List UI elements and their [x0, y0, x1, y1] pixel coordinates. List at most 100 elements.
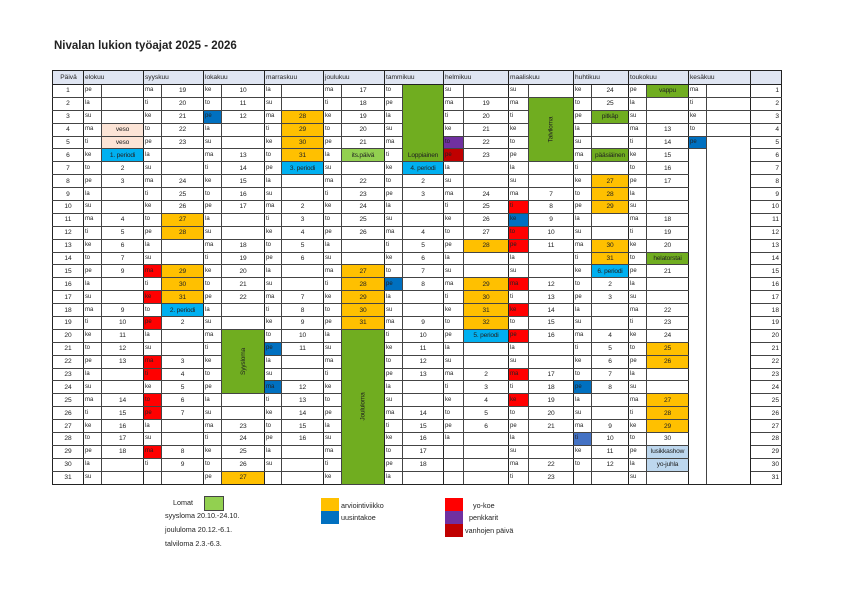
- day-number: 11: [52, 212, 84, 227]
- weekday-cell: la: [508, 341, 529, 356]
- weekday-cell: la: [443, 341, 464, 356]
- date-cell: 24: [221, 432, 265, 446]
- weekday-cell: su: [83, 380, 102, 395]
- date-cell: 5. periodi: [463, 328, 509, 343]
- date-cell: 4. periodi: [402, 161, 444, 176]
- date-cell: 31: [281, 148, 324, 163]
- weekday-cell: ke: [573, 444, 592, 459]
- weekday-cell: ma: [323, 264, 342, 279]
- date-cell: 5: [591, 341, 629, 356]
- date-cell: [101, 470, 144, 485]
- date-cell: 9: [281, 316, 324, 330]
- day-number: 7: [52, 161, 84, 176]
- weekday-cell: ke: [384, 341, 403, 356]
- date-cell: [281, 264, 324, 279]
- weekday-cell: la: [143, 238, 162, 253]
- date-cell: [101, 290, 144, 305]
- date-cell: 6: [161, 393, 204, 408]
- date-cell: [463, 84, 509, 98]
- weekday-cell: pe: [264, 432, 282, 446]
- weekday-cell: la: [83, 367, 102, 382]
- weekday-cell: to: [443, 225, 464, 240]
- date-cell: [528, 341, 574, 356]
- date-cell: 27: [646, 393, 689, 408]
- weekday-cell: to: [323, 122, 342, 137]
- weekday-cell: ma: [203, 419, 222, 434]
- date-cell: 21: [463, 122, 509, 137]
- legend-talviloma: talviloma 2.3.-6.3.: [165, 539, 222, 548]
- date-cell: [101, 380, 144, 395]
- weekday-cell: la: [203, 122, 222, 137]
- date-cell: 2: [101, 161, 144, 176]
- date-cell: [706, 84, 751, 98]
- weekday-cell: pe: [443, 148, 464, 163]
- weekday-cell: pe: [83, 84, 102, 98]
- weekday-cell: ke: [573, 84, 592, 98]
- weekday-cell: ke: [443, 122, 464, 137]
- date-cell: [706, 122, 751, 137]
- weekday-cell: pe: [143, 316, 162, 330]
- weekday-cell: pe: [203, 109, 222, 124]
- date-cell: [161, 419, 204, 434]
- date-cell: 16: [101, 419, 144, 434]
- date-cell: 28: [463, 238, 509, 253]
- date-cell: [281, 457, 324, 472]
- calendar-row: 21 to 12 su ti pe 11 su ke 11 la la ti 5 to 25 21: [52, 341, 782, 356]
- month-header-toukokuu: toukokuu: [628, 70, 689, 85]
- weekday-cell: la: [203, 303, 222, 318]
- holiday-label: Talviloma: [547, 116, 555, 143]
- day-number-right: 15: [750, 264, 782, 279]
- date-cell: [706, 380, 751, 394]
- date-cell: [101, 187, 144, 202]
- calendar-row: 19 ti 10 pe 2 su ke 9 pe 31 ma 9 to 32 to 15 su ti 23 19: [52, 316, 782, 330]
- weekday-cell: [688, 342, 707, 356]
- day-number-right: 30: [750, 457, 782, 472]
- date-cell: 27: [463, 225, 509, 240]
- weekday-cell: to: [573, 96, 592, 111]
- date-cell: 20: [161, 96, 204, 111]
- date-cell: [591, 470, 629, 485]
- month-header-huhtikuu: huhtikuu: [573, 70, 629, 85]
- date-cell: 26: [161, 200, 204, 214]
- date-cell: [591, 303, 629, 318]
- date-cell: 9: [161, 457, 204, 472]
- weekday-cell: to: [508, 406, 529, 421]
- calendar-row: 14 to 7 su ti 19 pe 6 su ke 6 la la ti 31 to helatorstai…: [52, 251, 782, 266]
- date-cell: [646, 277, 689, 292]
- weekday-cell: su: [628, 200, 647, 214]
- weekday-cell: la: [203, 212, 222, 227]
- weekday-cell: ti: [323, 187, 342, 202]
- date-cell: [591, 406, 629, 421]
- date-cell: 12: [221, 109, 265, 124]
- date-cell: 22: [341, 174, 385, 189]
- weekday-cell: ti: [143, 187, 162, 202]
- day-number-right: 11: [750, 212, 782, 227]
- weekday-cell: pe: [508, 238, 529, 253]
- weekday-cell: su: [384, 212, 403, 227]
- day-number: 6: [52, 148, 84, 163]
- weekday-cell: ma: [573, 238, 592, 253]
- date-cell: [341, 238, 385, 253]
- date-cell: [646, 367, 689, 382]
- weekday-cell: pe: [384, 96, 403, 111]
- weekday-cell: [264, 470, 282, 485]
- weekday-cell: ma: [83, 303, 102, 318]
- weekday-cell: ti: [573, 432, 592, 446]
- weekday-cell: su: [264, 367, 282, 382]
- weekday-cell: la: [83, 277, 102, 292]
- weekday-cell: ti: [143, 457, 162, 472]
- weekday-cell: [688, 277, 707, 291]
- weekday-cell: to: [203, 367, 222, 382]
- date-cell: 19: [161, 84, 204, 98]
- calendar-row: 24 su ke 5 pe ma 12 ke la ti 3 ti 18 pe 8 su 24: [52, 380, 782, 395]
- weekday-cell: ke: [143, 380, 162, 395]
- date-cell: [463, 444, 509, 459]
- date-cell: yo-juhla: [646, 457, 689, 472]
- date-cell: 3: [591, 290, 629, 305]
- day-number: 5: [52, 135, 84, 150]
- date-cell: 25: [591, 96, 629, 111]
- day-number-right: 10: [750, 200, 782, 214]
- weekday-cell: ma: [203, 328, 222, 343]
- date-cell: 12: [402, 354, 444, 369]
- weekday-cell: su: [323, 341, 342, 356]
